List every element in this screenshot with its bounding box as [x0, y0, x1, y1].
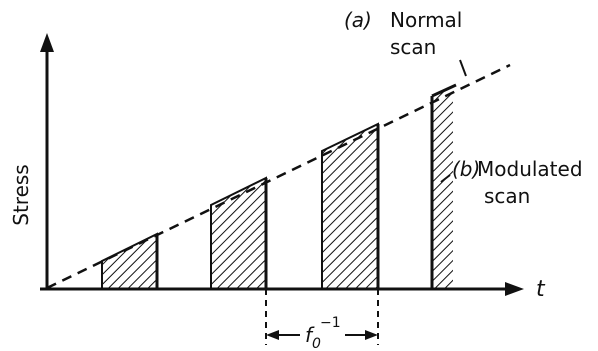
period-label: f0	[305, 323, 321, 351]
label-a-line1: Normal	[390, 8, 462, 32]
pulse-4-top-edge	[431, 83, 457, 98]
x-axis-arrowhead	[505, 282, 524, 296]
y-axis-arrowhead	[40, 33, 54, 52]
label-a-line2: scan	[390, 35, 436, 59]
period-label-base: f	[305, 323, 315, 347]
period-label-sup: −1	[320, 315, 341, 331]
label-a-marker: (a)	[344, 8, 372, 32]
pulse-3	[321, 122, 379, 290]
label-b-line2: scan	[484, 184, 530, 208]
y-axis-label: Stress	[9, 164, 33, 225]
modulated-scan-leader	[440, 174, 451, 183]
x-axis-label: t	[536, 277, 546, 302]
label-b-marker: (b)	[452, 157, 480, 181]
period-arrowhead-right	[365, 330, 378, 340]
modulated-scan-pulses	[101, 83, 457, 290]
pulse-4	[432, 86, 453, 289]
pulse-1	[101, 232, 158, 290]
normal-scan-leader	[459, 59, 467, 77]
period-arrowhead-left	[266, 330, 279, 340]
pulse-2	[210, 176, 267, 290]
label-b-line1: Modulated	[477, 157, 583, 181]
period-label-sub: 0	[312, 336, 321, 351]
